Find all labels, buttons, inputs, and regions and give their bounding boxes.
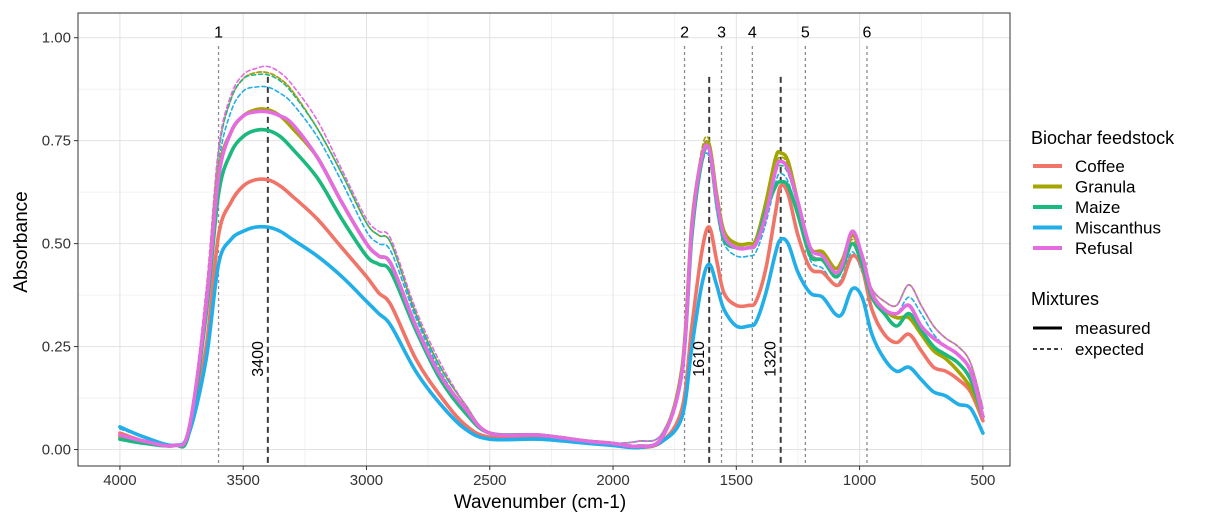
panel-border (77, 12, 1011, 467)
axis-ticks (74, 37, 984, 470)
legend-label-miscanthus: Miscanthus (1075, 219, 1161, 238)
x-tick-label: 4000 (103, 472, 136, 489)
peak-label-3400: 3400 (250, 341, 267, 377)
reference-line-label-5: 5 (801, 25, 810, 42)
axis-tick-labels: 4000 3500 3000 2500 2000 1500 1000 500 0.00 0.25 0… (42, 30, 996, 489)
legend-linetype-entries: measured expected (1033, 319, 1151, 359)
x-tick-label: 500 (970, 472, 995, 489)
x-tick-label: 2000 (596, 472, 629, 489)
x-tick-label: 2500 (473, 472, 506, 489)
legend-label-maize: Maize (1075, 198, 1120, 217)
y-tick-label: 0.00 (42, 442, 71, 459)
legend-label-granula: Granula (1075, 178, 1136, 197)
reference-line-label-4: 4 (748, 25, 757, 42)
legend-label-measured: measured (1075, 319, 1151, 338)
reference-line-label-2: 2 (680, 25, 689, 42)
y-tick-label: 0.25 (42, 339, 71, 356)
y-tick-label: 1.00 (42, 30, 71, 47)
y-tick-label: 0.75 (42, 133, 71, 150)
reference-line-label-6: 6 (863, 25, 872, 42)
y-axis-title: Absorbance (11, 191, 32, 292)
reference-line-label-3: 3 (717, 25, 726, 42)
series-line-miscanthus-measured (118, 224, 985, 450)
series-lines (118, 65, 985, 450)
legend-label-refusal: Refusal (1075, 239, 1133, 258)
legend-linetype-title: Mixtures (1031, 289, 1099, 309)
legend-color-title: Biochar feedstock (1031, 128, 1175, 148)
reference-line-labels: 1 2 3 4 5 6 3400 1610 1320 (214, 25, 871, 377)
x-tick-label: 1000 (843, 472, 876, 489)
x-axis-title: Wavenumber (cm-1) (454, 492, 626, 513)
legend-label-expected: expected (1075, 340, 1144, 359)
peak-label-1610: 1610 (691, 341, 708, 377)
x-tick-label: 3500 (227, 472, 260, 489)
y-tick-label: 0.50 (42, 236, 71, 253)
peak-label-1320: 1320 (763, 341, 780, 377)
reference-line-label-1: 1 (214, 25, 223, 42)
series-line-refusal-measured (118, 109, 985, 449)
x-tick-label: 3000 (350, 472, 383, 489)
legend-label-coffee: Coffee (1075, 157, 1125, 176)
x-tick-label: 1500 (720, 472, 753, 489)
series-line-coffee-measured (118, 177, 985, 450)
